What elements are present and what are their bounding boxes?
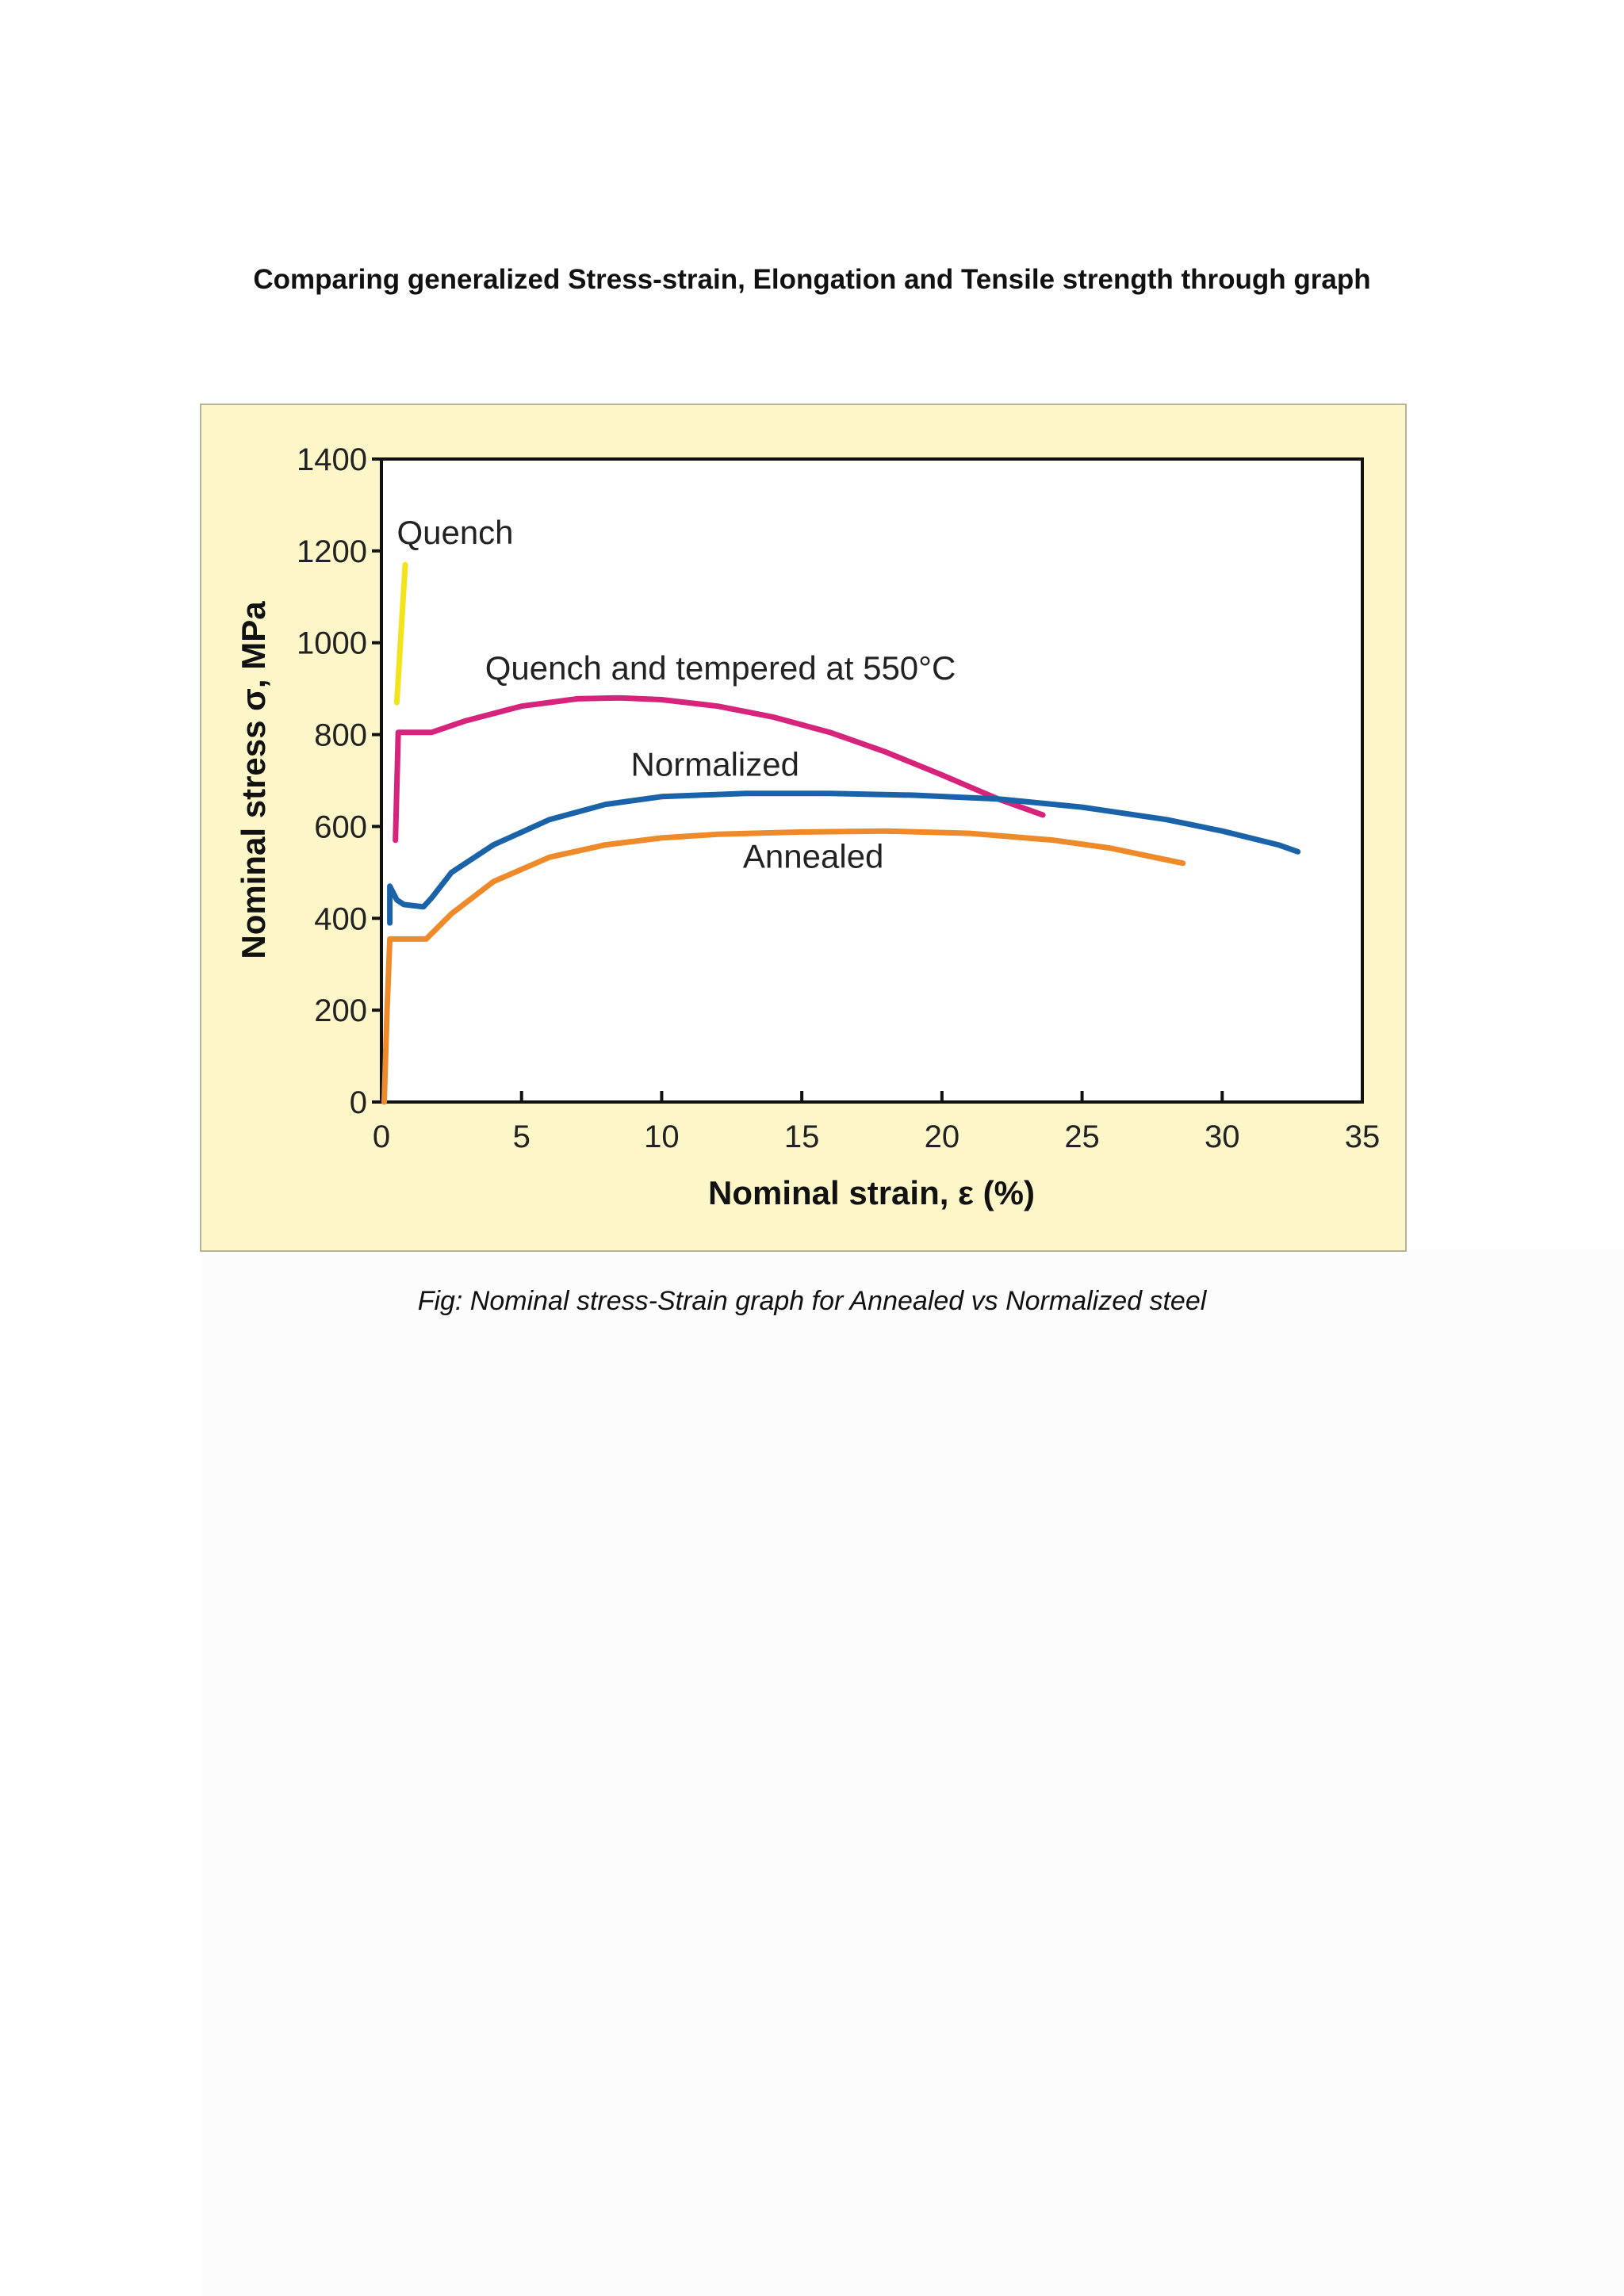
series-line-annealed — [381, 828, 1186, 1105]
y-tick-label: 800 — [314, 718, 367, 753]
x-tick-label: 10 — [644, 1119, 680, 1154]
x-axis-ticks: 0 5 10 15 20 25 30 35 — [373, 1091, 1380, 1154]
curve-label: Normalized — [631, 746, 799, 783]
page-shade — [202, 1249, 1624, 2296]
y-tick-label: 200 — [314, 993, 367, 1028]
document-title: Comparing generalized Stress-strain, Elo… — [253, 264, 1371, 295]
series-layer — [381, 561, 1301, 1105]
curve-label: Annealed — [743, 838, 884, 875]
curve-label: Quench — [396, 514, 513, 551]
series-line-quench — [393, 561, 408, 706]
y-tick-label: 1000 — [297, 626, 367, 661]
x-tick-label: 5 — [513, 1119, 530, 1154]
series-line-normalized — [387, 790, 1301, 926]
x-tick-label: 0 — [373, 1119, 390, 1154]
stress-strain-chart: 0 5 10 15 20 25 30 35 0 200 400 600 800 1000 1200 1400… — [235, 442, 1380, 1211]
x-tick-label: 15 — [784, 1119, 819, 1154]
x-tick-label: 30 — [1205, 1119, 1240, 1154]
plot-area — [380, 457, 1364, 1104]
curve-label: Quench and tempered at 550°C — [485, 649, 956, 687]
series-line-quench-and-tempered-at-550-c — [393, 695, 1046, 844]
y-tick-label: 400 — [314, 901, 367, 936]
y-tick-label: 1400 — [297, 442, 367, 477]
y-tick-label: 1200 — [297, 534, 367, 569]
y-axis-ticks: 0 200 400 600 800 1000 1200 1400 — [297, 442, 381, 1120]
x-axis-title: Nominal strain, ε (%) — [708, 1174, 1035, 1211]
x-tick-label: 20 — [925, 1119, 960, 1154]
y-tick-label: 0 — [350, 1085, 367, 1120]
x-tick-label: 25 — [1064, 1119, 1100, 1154]
chart-figure: 0 5 10 15 20 25 30 35 0 200 400 600 800 1000 1200 1400… — [200, 404, 1407, 1252]
x-tick-label: 35 — [1345, 1119, 1381, 1154]
figure-caption: Fig: Nominal stress-Strain graph for Ann… — [417, 1286, 1207, 1316]
y-axis-title: Nominal stress σ, MPa — [235, 601, 272, 959]
annotation-layer: Quench Quench and tempered at 550°C Normal… — [396, 514, 956, 874]
y-tick-label: 600 — [314, 809, 367, 844]
